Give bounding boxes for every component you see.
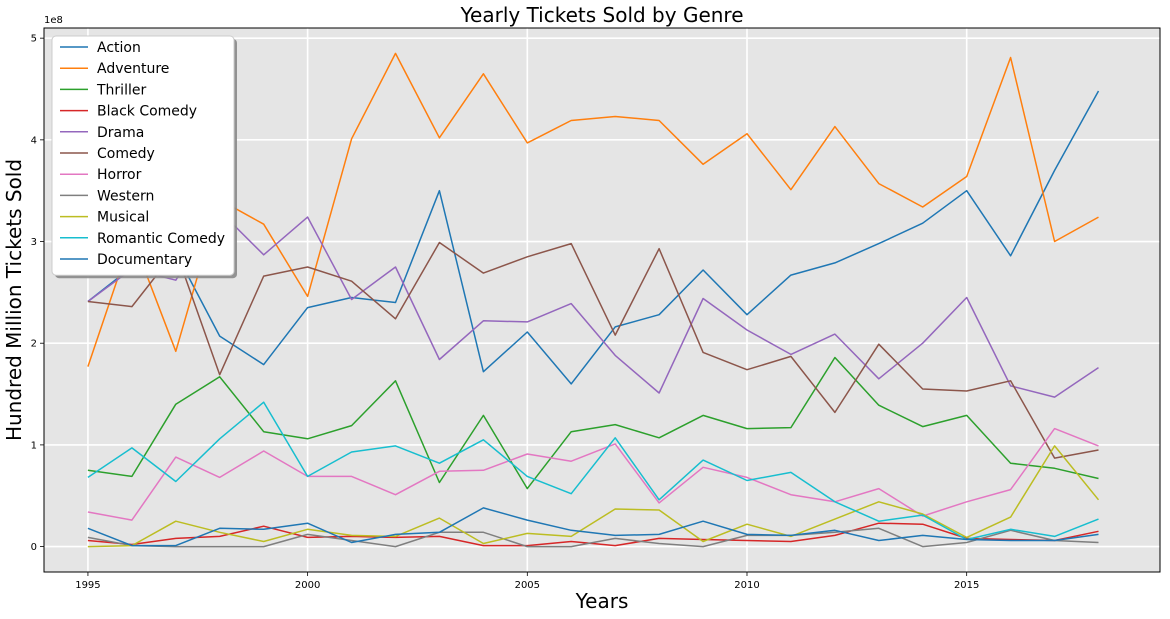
legend-label-comedy: Comedy [97,146,155,162]
x-tick-label: 2015 [954,580,979,591]
series-line-action [87,90,1100,385]
x-axis-label: Years [575,589,629,613]
x-tick-label: 2010 [734,580,759,591]
legend: Action Adventure Thriller Black Comedy Drama… [51,35,237,279]
y-tick-label: 0 [31,542,37,553]
series-line-musical [87,445,1100,548]
series-line-adventure [87,52,1099,367]
series-line-drama [87,210,1099,398]
legend-label-action: Action [97,40,141,56]
y-tick-label: 1 [31,440,37,451]
legend-label-documentary: Documentary [97,252,192,268]
series-line-western [87,527,1099,548]
series-line-black-comedy [87,522,1099,547]
series-line-romantic-comedy [87,401,1099,541]
y-tick-label: 5 [31,34,37,45]
y-axis-label: Hundred Million Tickets Sold [2,159,26,441]
legend-label-adventure: Adventure [97,61,169,77]
legend-box [51,35,235,276]
y-axis-ticks: 0 1 2 3 4 5 [31,34,44,553]
series-line-comedy [87,241,1099,459]
legend-label-drama: Drama [97,125,144,141]
legend-label-thriller: Thriller [96,82,146,98]
chart-title: Yearly Tickets Sold by Genre [459,3,743,27]
series-lines [87,52,1100,548]
series-line-horror [87,427,1099,521]
legend-label-romantic-comedy: Romantic Comedy [97,231,225,247]
legend-label-black-comedy: Black Comedy [97,104,197,120]
y-tick-label: 2 [31,339,37,350]
x-tick-label: 1995 [75,580,100,591]
series-line-documentary [87,507,1099,547]
plot-frame [43,27,1161,573]
x-tick-label: 2000 [295,580,320,591]
y-tick-label: 4 [31,135,37,146]
y-offset-label: 1e8 [44,15,63,26]
x-tick-label: 2005 [515,580,540,591]
series-line-thriller [87,356,1099,490]
x-axis-ticks: 1995 2000 2005 2010 2015 [75,572,979,591]
legend-label-western: Western [97,188,154,204]
legend-label-horror: Horror [97,167,142,183]
legend-label-musical: Musical [97,210,149,226]
y-tick-label: 3 [31,237,37,248]
